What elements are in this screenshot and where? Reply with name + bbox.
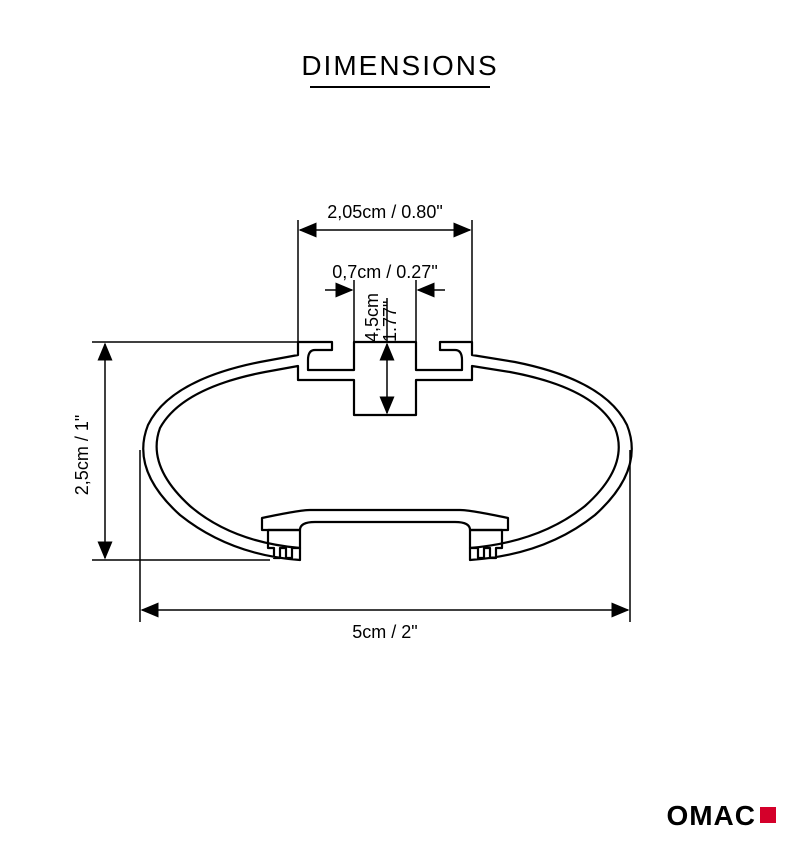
title-underline <box>310 86 490 88</box>
dim-top-outer-label: 2,05cm / 0.80" <box>327 202 442 222</box>
brand-logo-text: OMAC <box>666 800 756 831</box>
dim-overall-height-label: 2,5cm / 1" <box>72 415 92 495</box>
dim-overall-height <box>92 342 298 560</box>
brand-logo: OMAC <box>666 800 776 832</box>
dimension-drawing: 5cm / 2" 2,5cm / 1" 2,05cm / 0.80" 0,7cm… <box>0 170 800 730</box>
dim-slot-depth-in: 1.77" <box>380 301 400 342</box>
dim-slot-depth-cm: 4,5cm <box>362 293 382 342</box>
dim-overall-width-label: 5cm / 2" <box>352 622 417 642</box>
page-title: DIMENSIONS <box>0 50 800 82</box>
brand-logo-accent <box>760 807 776 823</box>
dim-top-inner-label: 0,7cm / 0.27" <box>332 262 437 282</box>
